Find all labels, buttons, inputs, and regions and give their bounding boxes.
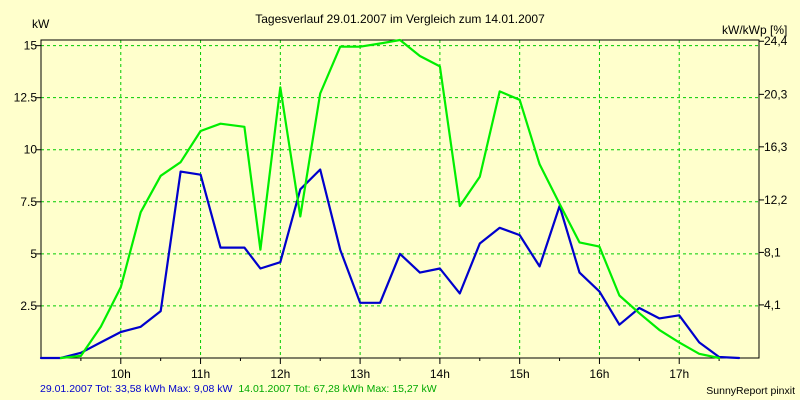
series-lines [39,38,741,360]
chart-title: Tagesverlauf 29.01.2007 im Vergleich zum… [255,12,545,26]
axis-ticks: 10h 11h 12h 13h 14h 15h 16h 17h 2.5 5 7.5 10 12.5 15 4… [14,34,788,381]
y-axis-right-label: kW/kWp [%] [722,23,787,37]
y-left-tick-label: 5 [30,247,37,261]
series-line-29-01-2007 [39,168,741,360]
x-tick-label: 15h [510,367,530,381]
y-right-tick-label: 4,1 [764,298,781,312]
footer-legend: 29.01.2007 Tot: 33,58 kWh Max: 9,08 kW 1… [40,383,437,395]
x-tick-label: 12h [270,367,290,381]
footer-legend-green: 14.01.2007 Tot: 67,28 kWh Max: 15,27 kW [238,383,436,395]
x-tick-label: 10h [111,367,131,381]
y-right-tick-label: 24,4 [764,34,788,48]
y-right-tick-label: 8,1 [764,245,781,259]
footer-credit: SunnyReport pinxit [706,385,795,397]
y-axis-left-label: kW [32,17,50,31]
y-left-tick-label: 12.5 [14,91,38,105]
x-tick-label: 13h [350,367,370,381]
y-right-tick-label: 20,3 [764,87,788,101]
y-left-tick-label: 7.5 [20,195,37,209]
grid [41,40,759,358]
x-tick-label: 17h [669,367,689,381]
y-left-tick-label: 10 [24,143,38,157]
x-tick-label: 16h [589,367,609,381]
x-tick-label: 14h [430,367,450,381]
y-left-tick-label: 2.5 [20,299,37,313]
y-left-tick-label: 15 [24,39,38,53]
y-right-tick-label: 12,2 [764,193,788,207]
footer-legend-blue: 29.01.2007 Tot: 33,58 kWh Max: 9,08 kW [40,383,233,395]
series-line-14-01-2007 [59,38,721,360]
y-right-tick-label: 16,3 [764,140,788,154]
x-tick-label: 11h [191,367,210,381]
